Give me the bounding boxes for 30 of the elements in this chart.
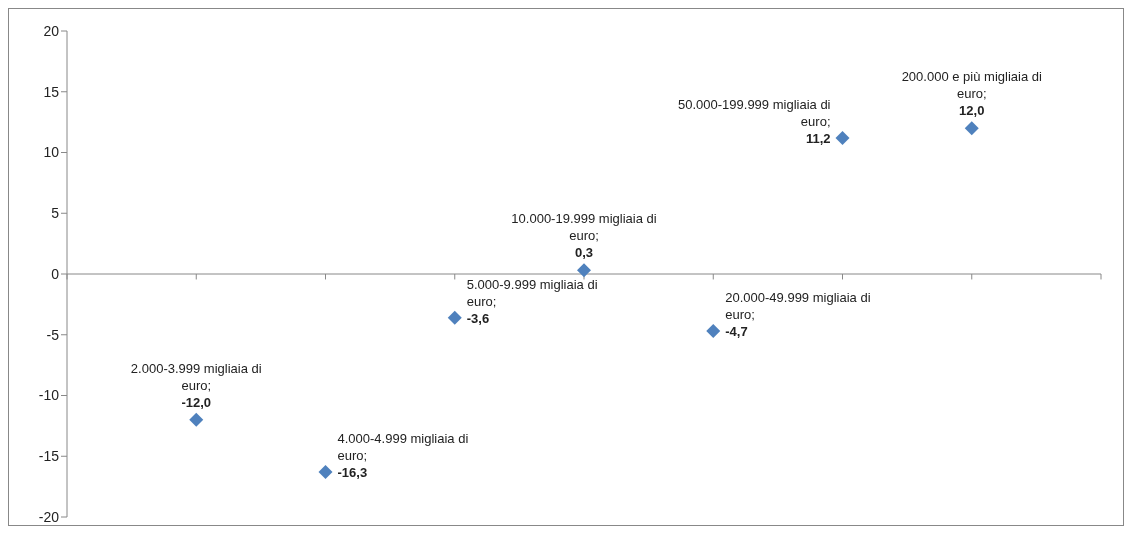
point: [318, 465, 333, 480]
annotation: 50.000-199.999 migliaia di euro;: [678, 96, 831, 129]
data-label: -12,0: [181, 394, 212, 410]
y-tick-label: 10: [43, 144, 60, 161]
point: [189, 412, 204, 427]
data-label: -3,6: [466, 310, 490, 326]
y-tick-label: 15: [43, 83, 60, 100]
point: [964, 121, 979, 136]
point: [835, 130, 850, 145]
annotation: 5.000-9.999 migliaia di euro;: [466, 276, 598, 309]
y-tick-label: -15: [38, 448, 60, 465]
y-tick-label: -10: [38, 387, 60, 404]
point: [447, 310, 462, 325]
point: [577, 263, 591, 278]
annotation: 20.000-49.999 migliaia di euro;: [725, 290, 871, 323]
data-label: 11,2: [805, 130, 831, 146]
point: [706, 324, 721, 339]
annotation: 4.000-4.999 migliaia di euro;: [337, 431, 469, 464]
y-tick-label: 0: [51, 265, 60, 282]
y-tick-label: 20: [43, 22, 60, 39]
data-label: -4,7: [725, 324, 748, 340]
data-label: -16,3: [337, 465, 368, 481]
data-label: 12,0: [959, 103, 985, 119]
annotation: 200.000 e più migliaia di euro;: [901, 69, 1042, 102]
y-tick-label: -20: [38, 508, 60, 525]
annotation: 10.000-19.999 migliaia di euro;: [511, 211, 657, 244]
annotation: 2.000-3.999 migliaia di euro;: [130, 360, 262, 393]
y-tick-label: -5: [46, 326, 60, 343]
data-label: 0,3: [574, 245, 594, 261]
y-tick-label: 5: [51, 205, 60, 222]
